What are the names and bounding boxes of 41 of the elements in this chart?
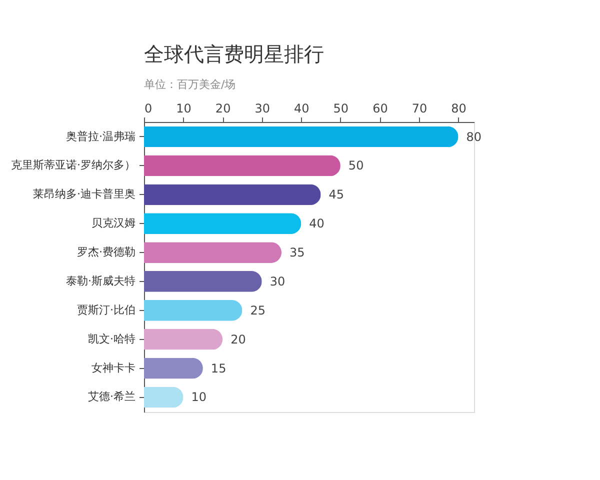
- y-tick-label: 奥普拉·温弗瑞: [66, 130, 136, 143]
- data-label: 30: [270, 274, 286, 288]
- y-tick-label: 艾德·希兰: [88, 390, 136, 404]
- y-tick-label: 贾斯汀·比伯: [77, 303, 136, 316]
- bar: [144, 386, 184, 408]
- data-label: 20: [230, 332, 246, 346]
- y-tick-label: 罗杰·费德勒: [77, 246, 136, 259]
- x-tick-label: 10: [176, 102, 192, 116]
- data-label: 40: [309, 216, 324, 231]
- bar: [144, 126, 458, 148]
- bar: [144, 328, 223, 350]
- x-tick-label: 60: [372, 102, 388, 116]
- bar: [144, 300, 242, 321]
- x-tick-label: 80: [451, 102, 466, 116]
- bar: [144, 184, 321, 206]
- x-tick-label: 40: [294, 102, 310, 116]
- data-label: 50: [348, 158, 364, 173]
- y-tick-label: 莱昂纳多·迪卡普里奥: [33, 188, 136, 201]
- data-label: 45: [328, 188, 344, 202]
- y-tick-label: 克里斯蒂亚诺·罗纳尔多）: [11, 158, 136, 172]
- y-tick-label: 女神卡卡: [92, 361, 136, 374]
- x-tick-label: 30: [254, 102, 270, 116]
- data-label: 35: [290, 246, 305, 260]
- x-tick-label: 0: [144, 102, 152, 116]
- x-tick-label: 20: [215, 102, 231, 116]
- data-label: 15: [210, 361, 226, 376]
- x-tick-label: 70: [412, 102, 428, 116]
- data-label: 10: [191, 390, 207, 404]
- y-tick-label: 泰勒·斯威夫特: [66, 274, 136, 288]
- x-tick-label: 50: [333, 102, 349, 116]
- y-tick-label: 凯文·哈特: [88, 332, 136, 346]
- data-label: 80: [466, 130, 482, 144]
- chart-subtitle: 单位：百万美金/场: [144, 78, 236, 91]
- data-label: 25: [250, 303, 266, 318]
- y-tick-label: 贝克汉姆: [92, 216, 136, 230]
- bar: [144, 242, 282, 263]
- chart-title: 全球代言费明星排行: [144, 42, 324, 66]
- bar: [144, 271, 262, 292]
- bar: [144, 155, 340, 176]
- bar: [144, 213, 302, 234]
- bar: [144, 358, 203, 379]
